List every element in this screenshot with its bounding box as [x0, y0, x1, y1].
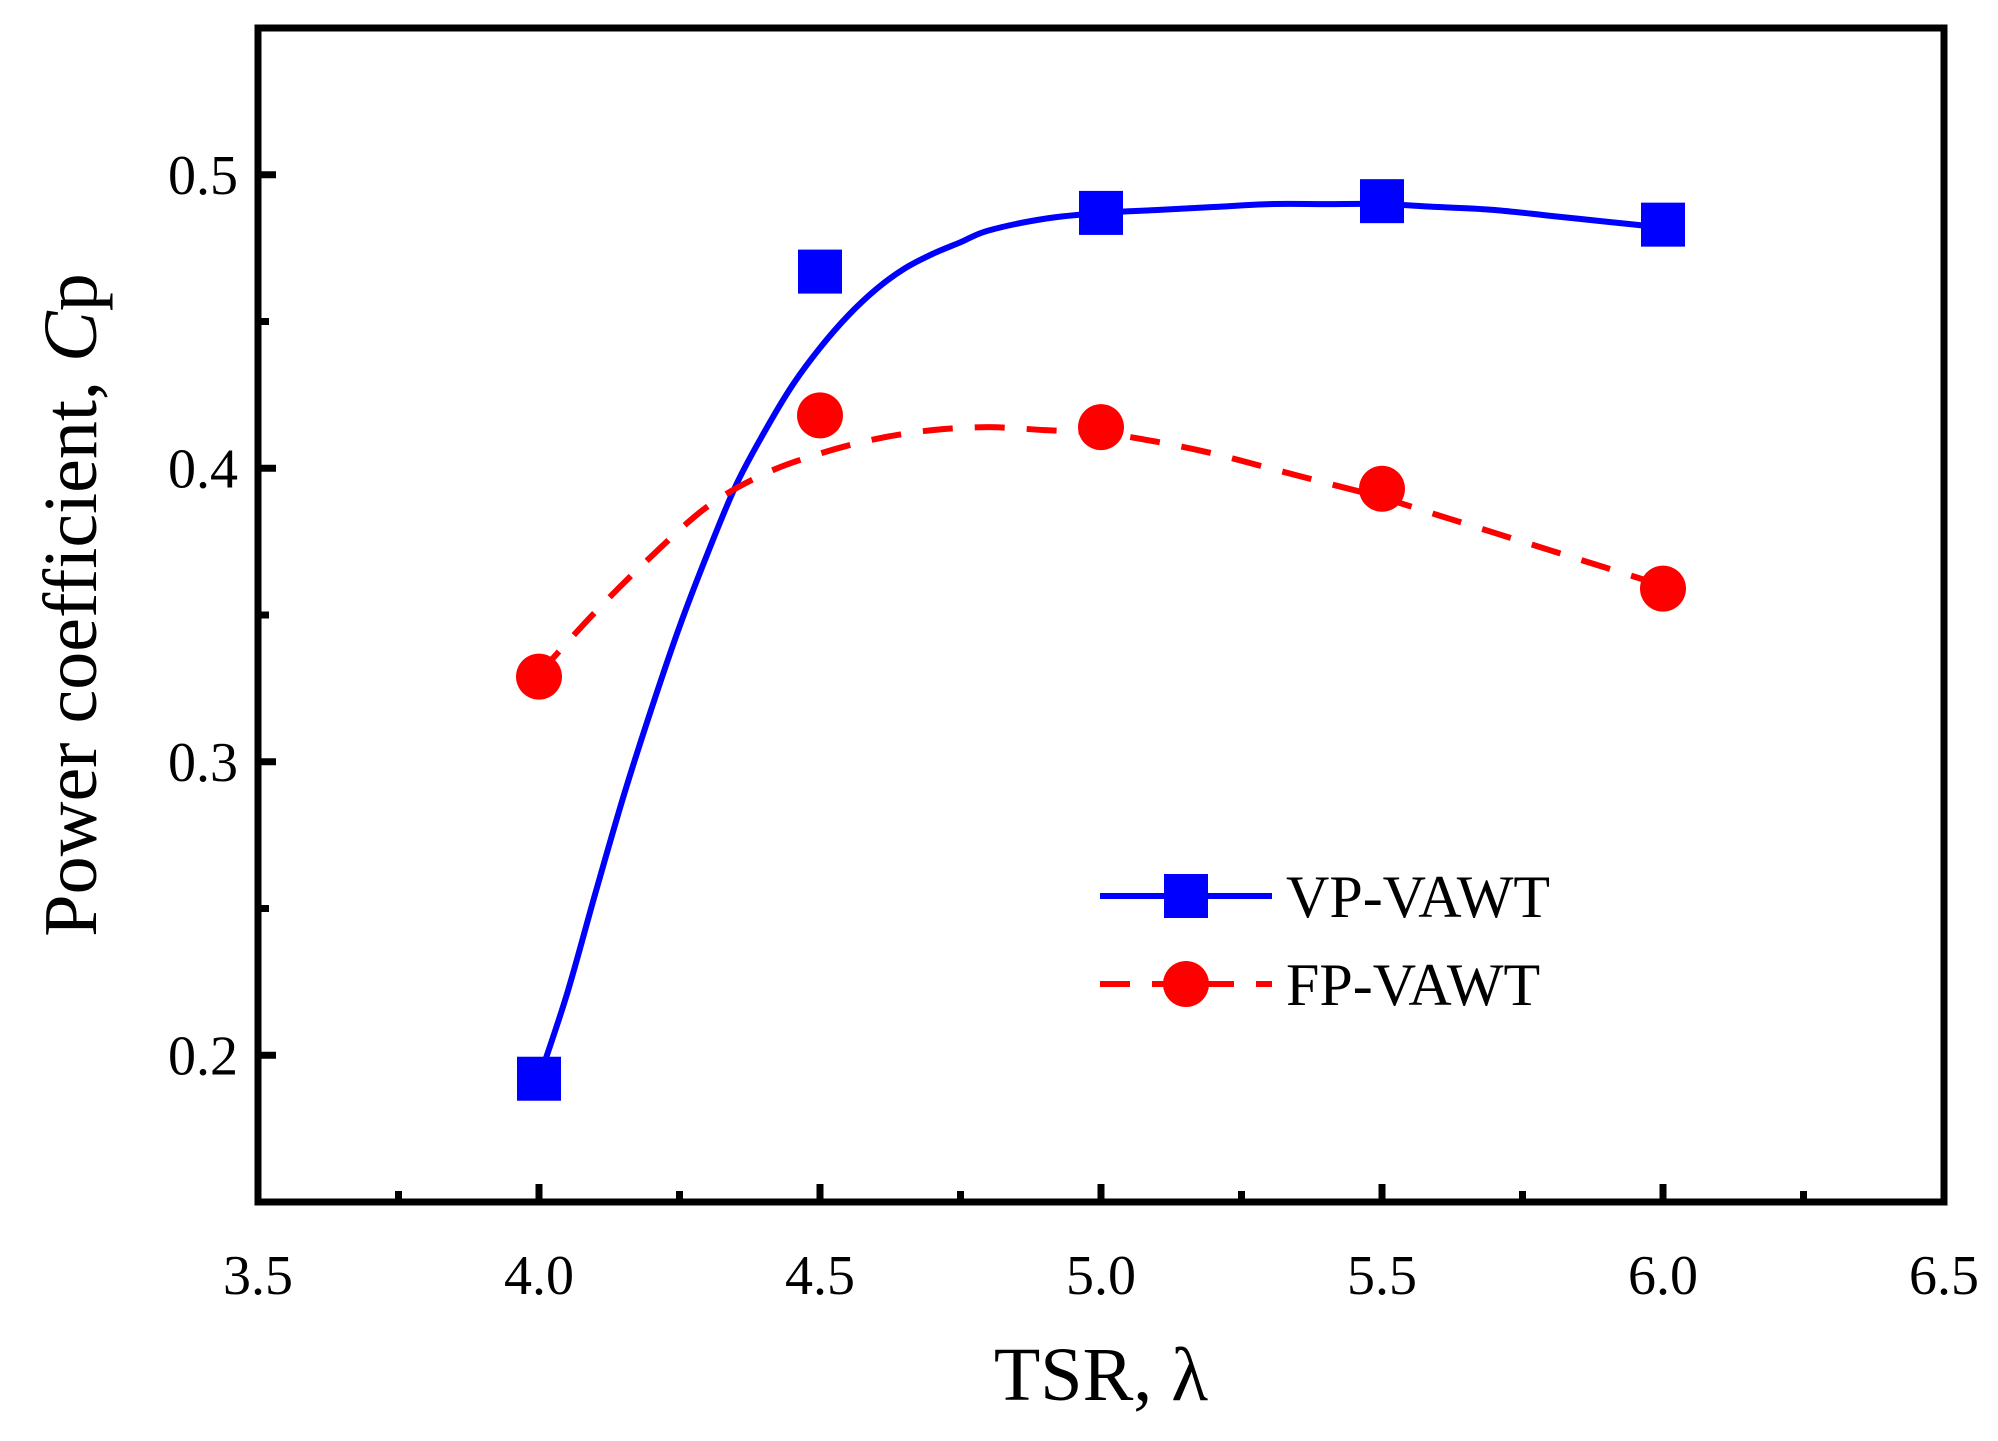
- y-tick-label: 0.3: [168, 732, 238, 794]
- fp-vawt-point: [1078, 404, 1124, 451]
- data-markers: [516, 179, 1686, 1101]
- vp-vawt-point: [517, 1056, 561, 1101]
- fp-vawt-point: [1640, 565, 1686, 612]
- x-tick-label: 3.5: [223, 1245, 293, 1307]
- y-axis-label-main: Power coefficient,: [29, 362, 113, 937]
- y-tick-label: 0.4: [168, 438, 238, 500]
- x-tick-label: 4.0: [504, 1245, 574, 1307]
- legend-vp-vawt-label: VP-VAWT: [1286, 864, 1550, 930]
- legend: VP-VAWT FP-VAWT: [1100, 864, 1550, 1018]
- y-tick-label: 0.2: [168, 1025, 238, 1087]
- axis-ticks: [254, 171, 1948, 1202]
- vp-vawt-fit-line: [536, 200, 1664, 1080]
- fp-vawt-point: [516, 653, 562, 700]
- x-tick-label: 5.5: [1347, 1245, 1417, 1307]
- vp-vawt-point: [1360, 179, 1404, 224]
- x-axis-label: TSR, λ: [994, 1333, 1208, 1417]
- axis-tick-labels: 3.5 4.0 4.5 5.0 5.5 6.0 6.5 0.2 0.3 0.4 0.5: [168, 145, 1979, 1307]
- x-tick-label: 4.5: [785, 1245, 855, 1307]
- legend-fp-vawt-label: FP-VAWT: [1286, 952, 1540, 1018]
- y-tick-label: 0.5: [168, 145, 238, 207]
- fit-curves: [536, 200, 1664, 1080]
- x-tick-label: 6.0: [1628, 1245, 1698, 1307]
- legend-vp-vawt-marker: [1164, 874, 1208, 918]
- legend-fp-vawt-marker: [1163, 961, 1209, 1007]
- y-axis-label-italic: C: [29, 310, 113, 362]
- x-tick-label: 5.0: [1066, 1245, 1136, 1307]
- vp-vawt-point: [798, 249, 842, 294]
- fp-vawt-point: [1359, 465, 1405, 512]
- fp-vawt-point: [797, 392, 843, 439]
- y-axis-label: Power coefficient, Cp: [29, 273, 113, 936]
- x-tick-label: 6.5: [1909, 1245, 1979, 1307]
- y-axis-label-rest: p: [29, 273, 113, 311]
- vp-vawt-point: [1079, 190, 1123, 235]
- vp-vawt-point: [1641, 202, 1685, 247]
